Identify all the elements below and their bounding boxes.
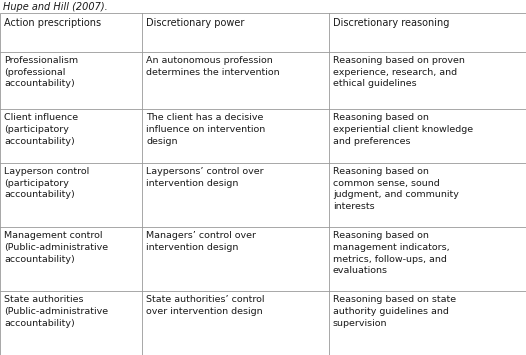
Text: Laypersons’ control over
intervention design: Laypersons’ control over intervention de…: [146, 167, 264, 188]
Text: Action prescriptions: Action prescriptions: [4, 18, 102, 28]
Text: Professionalism
(professional
accountability): Professionalism (professional accountabi…: [4, 56, 78, 88]
Text: An autonomous profession
determines the intervention: An autonomous profession determines the …: [146, 56, 280, 77]
Text: Reasoning based on state
authority guidelines and
supervision: Reasoning based on state authority guide…: [333, 295, 456, 328]
Text: Management control
(Public-administrative
accountability): Management control (Public-administrativ…: [4, 231, 108, 263]
Text: State authorities’ control
over intervention design: State authorities’ control over interven…: [146, 295, 265, 316]
Text: Discretionary reasoning: Discretionary reasoning: [333, 18, 449, 28]
Text: The client has a decisive
influence on intervention
design: The client has a decisive influence on i…: [146, 113, 266, 146]
Text: Layperson control
(participatory
accountability): Layperson control (participatory account…: [4, 167, 89, 200]
Text: Reasoning based on
common sense, sound
judgment, and community
interests: Reasoning based on common sense, sound j…: [333, 167, 459, 211]
Text: Discretionary power: Discretionary power: [146, 18, 245, 28]
Text: Reasoning based on proven
experience, research, and
ethical guidelines: Reasoning based on proven experience, re…: [333, 56, 465, 88]
Text: Managers’ control over
intervention design: Managers’ control over intervention desi…: [146, 231, 256, 252]
Text: Reasoning based on
management indicators,
metrics, follow-ups, and
evaluations: Reasoning based on management indicators…: [333, 231, 450, 275]
Text: Hupe and Hill (2007).: Hupe and Hill (2007).: [3, 2, 107, 12]
Text: State authorities
(Public-administrative
accountability): State authorities (Public-administrative…: [4, 295, 108, 328]
Text: Reasoning based on
experiential client knowledge
and preferences: Reasoning based on experiential client k…: [333, 113, 473, 146]
Text: Client influence
(participatory
accountability): Client influence (participatory accounta…: [4, 113, 78, 146]
